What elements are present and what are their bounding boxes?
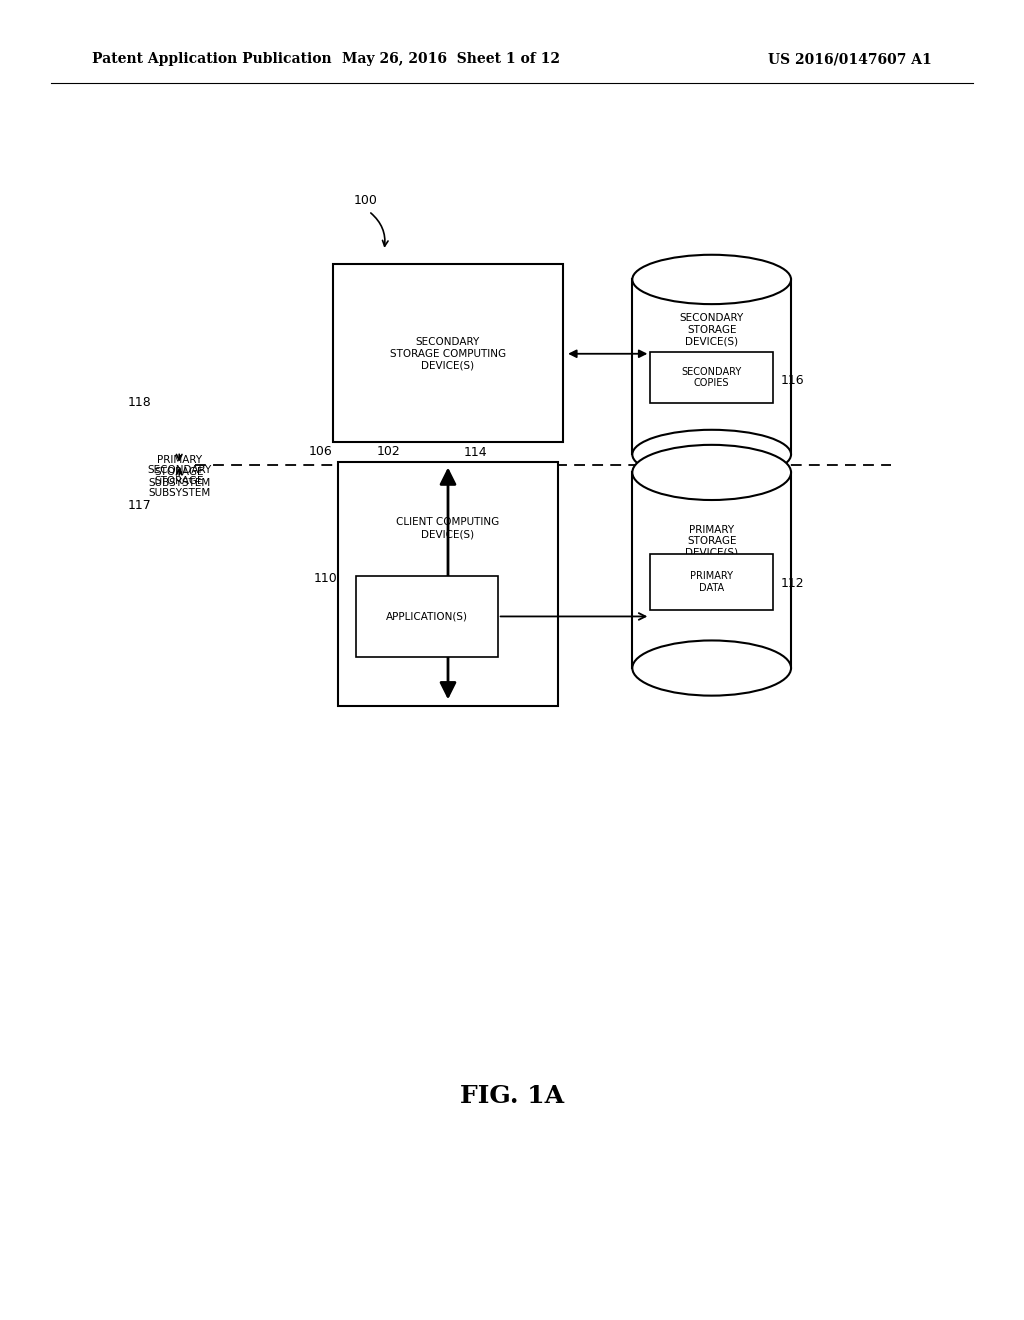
Ellipse shape — [632, 430, 791, 479]
Ellipse shape — [632, 445, 791, 500]
Text: 117: 117 — [128, 499, 152, 512]
Text: FIG. 1A: FIG. 1A — [460, 1084, 564, 1107]
Text: 118: 118 — [128, 396, 152, 409]
Text: PRIMARY
STORAGE
SUBSYSTEM: PRIMARY STORAGE SUBSYSTEM — [148, 455, 210, 488]
Text: May 26, 2016  Sheet 1 of 12: May 26, 2016 Sheet 1 of 12 — [342, 53, 559, 66]
Ellipse shape — [632, 255, 791, 304]
Text: SECONDARY
STORAGE
SUBSYSTEM: SECONDARY STORAGE SUBSYSTEM — [147, 465, 211, 498]
FancyBboxPatch shape — [338, 462, 558, 706]
Bar — [632, 280, 791, 454]
Text: 114: 114 — [464, 446, 487, 459]
Text: US 2016/0147607 A1: US 2016/0147607 A1 — [768, 53, 932, 66]
Text: SECONDARY
COPIES: SECONDARY COPIES — [682, 367, 741, 388]
Text: 106: 106 — [309, 445, 333, 458]
Text: 104: 104 — [681, 473, 705, 486]
Text: SECONDARY
STORAGE COMPUTING
DEVICE(S): SECONDARY STORAGE COMPUTING DEVICE(S) — [390, 337, 506, 371]
FancyBboxPatch shape — [650, 352, 773, 403]
Text: 116: 116 — [780, 374, 804, 387]
FancyBboxPatch shape — [650, 554, 773, 610]
Text: Patent Application Publication: Patent Application Publication — [92, 53, 332, 66]
Text: 112: 112 — [780, 577, 804, 590]
Text: PRIMARY
STORAGE
DEVICE(S): PRIMARY STORAGE DEVICE(S) — [685, 524, 738, 558]
FancyBboxPatch shape — [356, 576, 498, 657]
Text: PRIMARY
DATA: PRIMARY DATA — [690, 572, 733, 593]
Bar — [632, 473, 791, 668]
Text: 100: 100 — [353, 194, 377, 207]
Text: 110: 110 — [314, 572, 338, 585]
Text: SECONDARY
STORAGE
DEVICE(S): SECONDARY STORAGE DEVICE(S) — [680, 313, 743, 347]
Text: 102: 102 — [377, 445, 400, 458]
Text: 108: 108 — [668, 267, 691, 280]
Text: CLIENT COMPUTING
DEVICE(S): CLIENT COMPUTING DEVICE(S) — [396, 517, 500, 539]
Ellipse shape — [632, 640, 791, 696]
FancyBboxPatch shape — [333, 264, 563, 442]
Text: APPLICATION(S): APPLICATION(S) — [386, 611, 468, 622]
